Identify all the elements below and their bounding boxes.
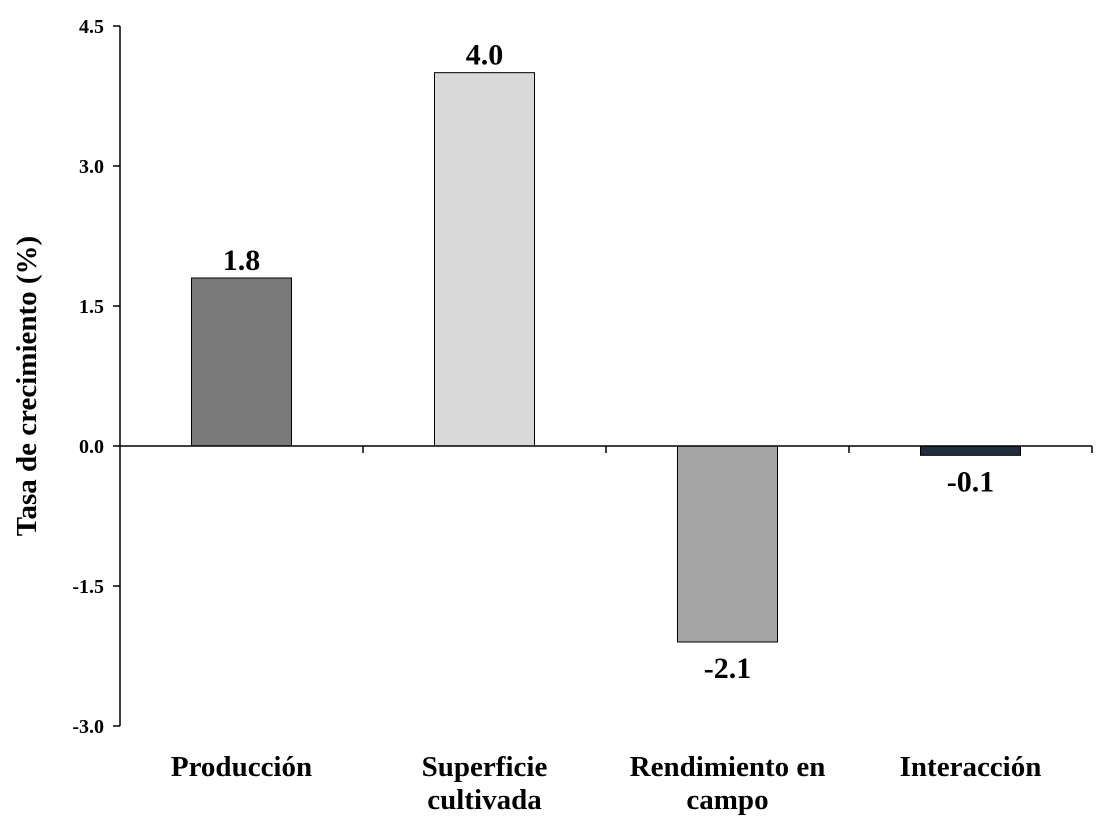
y-tick-label: 1.5 [79,296,104,318]
category-label: campo [686,784,768,816]
category-label: Superficie [422,751,548,783]
bar [920,445,1021,456]
y-axis: 4.5 3.0 1.5 0.0 -1.5 -3.0 [72,16,121,738]
category-label: Rendimiento en [630,751,826,783]
data-labels: 1.8 4.0 -2.1 -0.1 [223,39,995,685]
category-label: Interacción [900,751,1042,783]
bar [677,445,778,643]
y-axis-title-group: Tasa de crecimiento (%) [11,236,43,536]
bar [191,277,292,447]
y-tick-label: 4.5 [79,16,104,38]
y-tick-label: 3.0 [79,156,104,178]
data-label: 4.0 [466,39,504,72]
category-label: Producción [171,751,312,783]
y-tick-label: -3.0 [72,716,104,738]
y-tick-label: 0.0 [79,436,104,458]
data-label: -2.1 [704,652,752,685]
data-label: -0.1 [947,465,995,498]
y-tick-label: -1.5 [72,576,104,598]
x-axis [120,445,1093,453]
bar [434,72,535,447]
bars [191,72,1021,643]
data-label: 1.8 [223,244,261,277]
y-axis-title: Tasa de crecimiento (%) [11,236,43,536]
category-label: cultivada [427,784,542,816]
